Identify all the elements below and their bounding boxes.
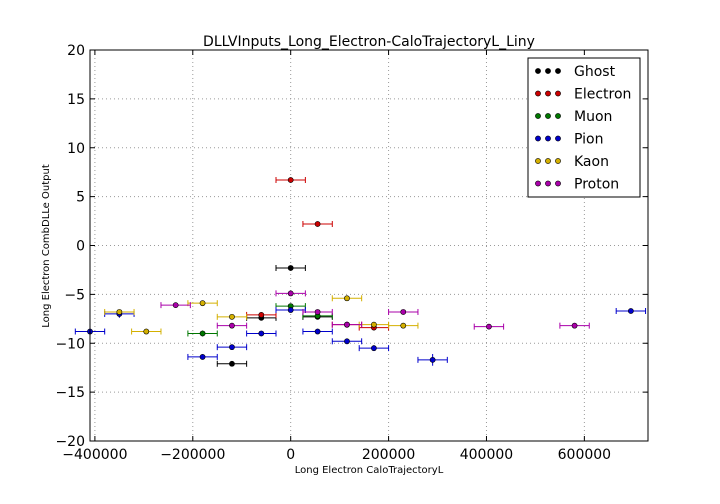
proton-point [486, 323, 492, 330]
ghost-point [287, 265, 294, 271]
legend-marker-ghost [535, 68, 541, 74]
legend-marker-pion [545, 135, 551, 142]
legend-marker-pion [535, 135, 541, 142]
pion-point [314, 328, 321, 335]
legend-marker-proton [545, 180, 551, 187]
legend-marker-muon [535, 113, 541, 119]
series-proton [160, 290, 590, 330]
y-axis-label: Long Electron CombDLLe Output [41, 164, 52, 328]
y-tick-label: −20 [55, 434, 85, 450]
kaon-point [400, 322, 407, 329]
series-muon [187, 303, 333, 337]
y-tick-label: 10 [67, 141, 85, 157]
legend-label-kaon: Kaon [574, 154, 609, 170]
legend-marker-proton [555, 180, 561, 187]
y-tick-label: 15 [67, 92, 85, 108]
electron-point [287, 177, 294, 183]
kaon-point [116, 309, 123, 315]
y-tick-label: 5 [76, 190, 85, 206]
legend-marker-proton [535, 180, 541, 187]
y-tick-label: −15 [55, 385, 85, 401]
kaon-point [229, 313, 235, 320]
kaon-point [344, 295, 350, 302]
legend-label-pion: Pion [574, 132, 603, 148]
plot-data [74, 177, 647, 367]
x-tick-label: 400000 [460, 447, 513, 463]
legend-marker-kaon [545, 158, 551, 164]
legend-box [527, 57, 641, 198]
kaon-point [143, 328, 150, 335]
y-tick-label: −5 [64, 287, 85, 303]
pion-point [627, 308, 634, 314]
proton-point [172, 302, 179, 309]
proton-point [571, 322, 578, 329]
ghost-point [229, 360, 235, 367]
legend-marker-kaon [555, 158, 561, 164]
legend-marker-electron [535, 90, 541, 97]
proton-point [400, 309, 407, 315]
axis-ticks: −400000 −200000 0 200000 400000 600000 −20 −15 −… [55, 43, 648, 463]
legend-label-ghost: Ghost [574, 64, 616, 80]
x-tick-label: 0 [286, 447, 295, 463]
legend-marker-electron [545, 90, 551, 97]
legend-marker-ghost [555, 68, 561, 74]
proton-point [344, 321, 350, 328]
x-tick-label: −400000 [62, 447, 127, 463]
legend-label-proton: Proton [574, 177, 619, 193]
legend-marker-kaon [535, 158, 541, 164]
muon-point [199, 330, 206, 337]
pion-point [199, 354, 206, 360]
pion-point [344, 338, 350, 345]
x-tick-label: 200000 [362, 447, 415, 463]
legend-marker-muon [545, 113, 551, 119]
pion-point [370, 345, 377, 352]
legend-label-electron: Electron [574, 87, 631, 103]
proton-point [314, 309, 321, 315]
pion-point [229, 344, 235, 351]
y-tick-label: 20 [67, 43, 85, 59]
y-tick-label: −10 [55, 336, 85, 352]
series-kaon [104, 295, 419, 335]
pion-point [258, 330, 265, 337]
x-axis-label: Long Electron CaloTrajectoryL [295, 465, 444, 476]
proton-point [229, 322, 235, 329]
legend-marker-ghost [545, 68, 551, 74]
legend-label-muon: Muon [574, 109, 612, 125]
y-tick-label: 0 [76, 239, 85, 255]
kaon-point [370, 321, 377, 328]
legend: Ghost Electron Muon Pion Kaon Proton [527, 57, 641, 198]
x-tick-label: 600000 [558, 447, 611, 463]
chart-title: DLLVInputs_Long_Electron-CaloTrajectoryL… [203, 34, 535, 50]
legend-marker-pion [555, 135, 561, 142]
kaon-point [199, 300, 206, 307]
x-tick-label: −200000 [160, 447, 225, 463]
pion-point [429, 356, 436, 363]
pion-point [287, 307, 294, 313]
electron-point [258, 312, 265, 318]
proton-point [287, 290, 294, 297]
legend-marker-muon [555, 113, 561, 119]
legend-marker-electron [555, 90, 561, 97]
electron-point [314, 221, 321, 227]
